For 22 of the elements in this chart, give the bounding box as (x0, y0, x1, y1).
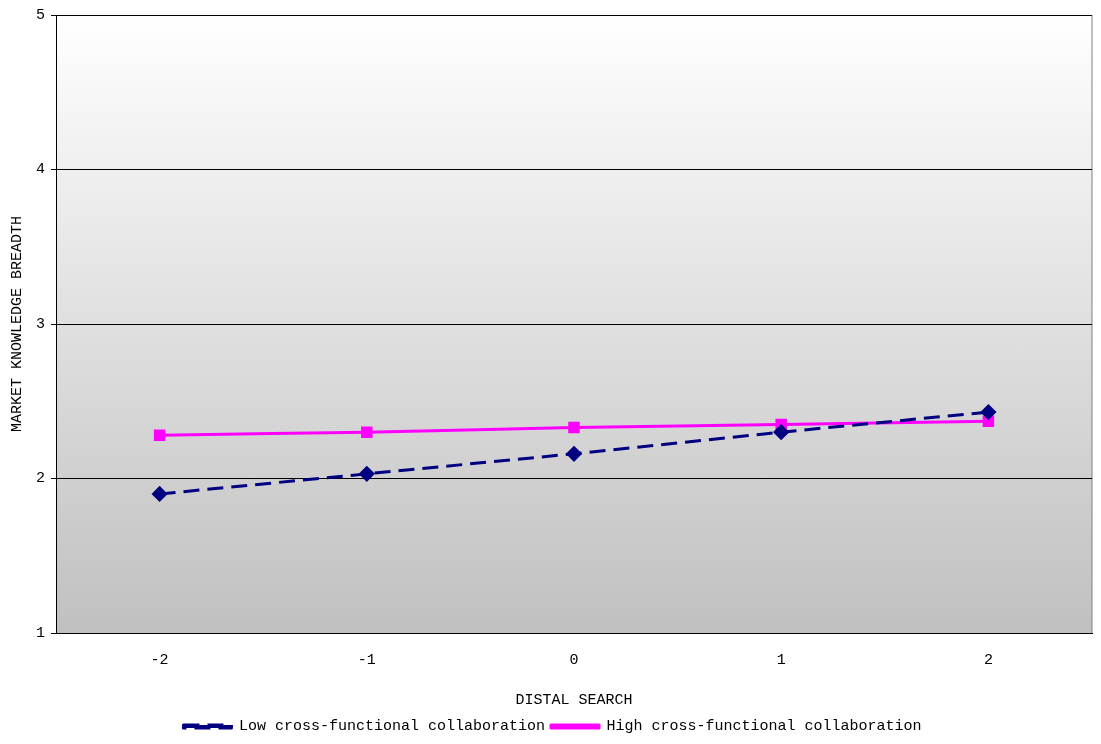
y-tick-label: 3 (35, 315, 45, 333)
legend-label: Low cross-functional collaboration (238, 718, 546, 736)
point (980, 404, 996, 420)
x-tick-label: 2 (983, 651, 993, 669)
point (359, 466, 375, 482)
legend-label: High cross-functional collaboration (606, 718, 922, 736)
y-axis-title: MARKET KNOWLEDGE BREADTH (8, 215, 26, 433)
point (566, 446, 582, 462)
y-tick-label: 5 (35, 6, 45, 24)
x-tick-label: -2 (150, 651, 169, 669)
x-tick-label: 1 (776, 651, 786, 669)
point (361, 426, 373, 438)
x-axis-title: DISTAL SEARCH (515, 691, 633, 709)
point (568, 421, 580, 434)
y-tick-label: 4 (35, 161, 45, 179)
x-tick-label: 0 (569, 651, 579, 669)
y-tick-label: 1 (35, 624, 45, 642)
point (153, 429, 166, 441)
x-tick-label: -1 (357, 651, 376, 669)
point (773, 424, 789, 440)
y-tick-label: 2 (35, 470, 45, 488)
point (152, 486, 168, 502)
